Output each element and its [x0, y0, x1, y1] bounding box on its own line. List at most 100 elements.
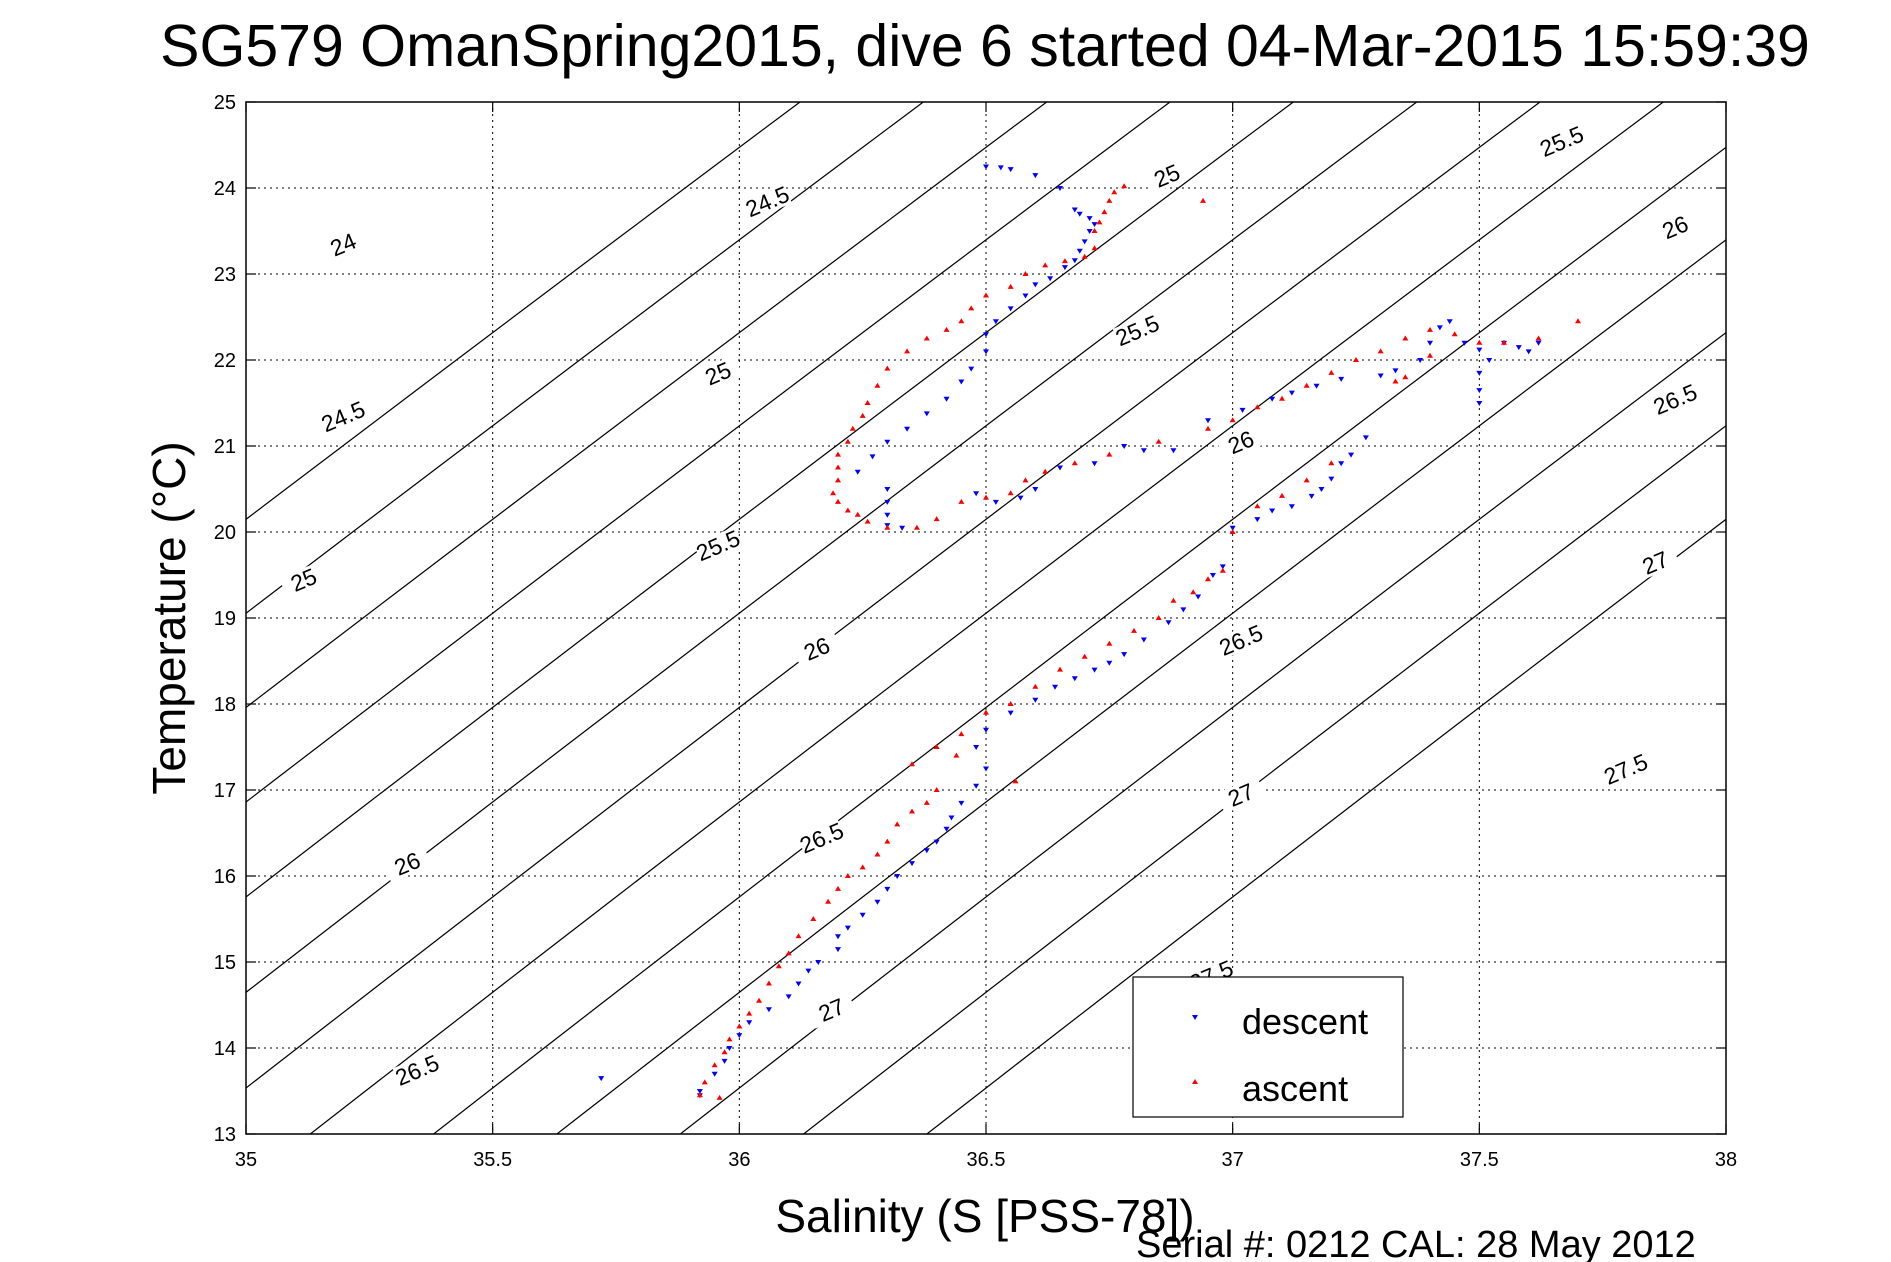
descent-point [711, 1071, 718, 1077]
descent-point [1121, 444, 1128, 449]
ascent-point [1427, 326, 1433, 332]
ascent-point [958, 498, 965, 504]
ascent-point [835, 464, 841, 470]
ascent-point [844, 873, 851, 878]
descent-point [992, 499, 999, 505]
ascent-point [904, 348, 911, 354]
ascent-point [1170, 597, 1177, 603]
isopycnal-line [925, 518, 1726, 1134]
descent-point [1436, 325, 1443, 331]
x-tick-label: 35 [235, 1149, 257, 1171]
ascent-point [835, 498, 841, 504]
ascent-point [1402, 335, 1409, 341]
descent-point [1007, 306, 1014, 312]
ascent-point [1057, 666, 1063, 672]
y-tick-label: 16 [214, 866, 236, 888]
descent-point [869, 454, 876, 460]
ascent-point [1254, 503, 1261, 509]
descent-point [1338, 461, 1345, 467]
ascent-point [933, 516, 940, 522]
ascent-point [1229, 529, 1236, 534]
isopycnal-line [246, 102, 1418, 994]
ascent-point [1229, 417, 1236, 423]
ascent-point [1200, 197, 1207, 203]
y-tick-label: 13 [214, 1124, 236, 1146]
ascent-point [1061, 258, 1068, 264]
descent-point [923, 848, 930, 854]
ascent-point [958, 731, 965, 737]
contour-label-bg [318, 397, 368, 436]
descent-point [1525, 349, 1532, 355]
descent-point [1032, 173, 1039, 179]
ascent-point [854, 511, 861, 517]
descent-point [854, 469, 861, 475]
y-tick-label: 22 [214, 350, 236, 372]
ascent-point [983, 709, 989, 715]
ascent-point [884, 365, 891, 371]
ascent-point [909, 808, 915, 814]
ascent-point [1402, 374, 1409, 380]
descent-point [721, 1058, 728, 1064]
ascent-point [1451, 331, 1458, 337]
descent-point [598, 1076, 605, 1082]
contour-label-bg [1537, 122, 1587, 161]
ascent-point [1219, 567, 1226, 573]
contour-label-bg [1216, 423, 1266, 462]
descent-point [899, 525, 906, 531]
contour-label-bg [1142, 157, 1192, 195]
descent-point [1308, 493, 1315, 499]
descent-point [1348, 452, 1355, 458]
chart-title: SG579 OmanSpring2015, dive 6 started 04-… [160, 13, 1810, 79]
descent-point [1362, 435, 1369, 441]
descent-point [1091, 222, 1098, 228]
ascent-point [1121, 183, 1128, 189]
descent-point [968, 366, 975, 372]
descent-point [1165, 620, 1172, 626]
serial-calibration-note: Serial #: 0212 CAL: 28 May 2012 [1136, 1224, 1696, 1262]
ascent-point [933, 744, 940, 749]
ascent-point [864, 400, 871, 405]
isopycnal-line [246, 102, 802, 521]
ascent-point [795, 933, 802, 939]
descent-point [1195, 594, 1202, 600]
ascent-point [765, 980, 772, 986]
isopycnal-line [555, 239, 1726, 1134]
contour-label-bg [806, 991, 857, 1029]
descent-point [983, 349, 989, 355]
density-contours [246, 102, 1726, 1134]
descent-point [1032, 282, 1039, 288]
isopycnal-line [309, 102, 1665, 1134]
isopycnal-line [802, 425, 1726, 1134]
ascent-point [835, 477, 841, 483]
descent-point [1486, 358, 1493, 363]
ascent-point [1535, 335, 1542, 341]
legend-descent-marker [1192, 1015, 1198, 1020]
ascent-point [1205, 425, 1211, 431]
ascent-point [844, 438, 851, 444]
y-tick-label: 19 [214, 608, 236, 630]
descent-point [1106, 660, 1113, 666]
descent-point [696, 1089, 703, 1094]
contour-label-bg [742, 182, 792, 221]
descent-point [726, 1046, 733, 1051]
contour-label-group: 25 [279, 561, 329, 599]
descent-point [1535, 340, 1542, 346]
descent-point [1427, 340, 1433, 346]
x-tick-label: 35.5 [473, 1149, 512, 1171]
x-tick-label: 36 [728, 1149, 750, 1171]
legend: descent ascent [1132, 976, 1404, 1118]
descent-point [1377, 373, 1384, 379]
ascent-point [785, 950, 792, 956]
isopycnal-line [246, 102, 1295, 898]
descent-point [874, 899, 881, 905]
descent-point [983, 727, 989, 733]
descent-point [795, 981, 802, 987]
descent-point [736, 1033, 743, 1039]
ascent-point [716, 1094, 723, 1100]
ascent-point [1007, 283, 1014, 289]
descent-point [1269, 508, 1276, 514]
ascent-point [874, 851, 881, 857]
legend-box [1132, 976, 1404, 1118]
descent-point [1515, 345, 1522, 351]
descent-point [1254, 517, 1261, 523]
